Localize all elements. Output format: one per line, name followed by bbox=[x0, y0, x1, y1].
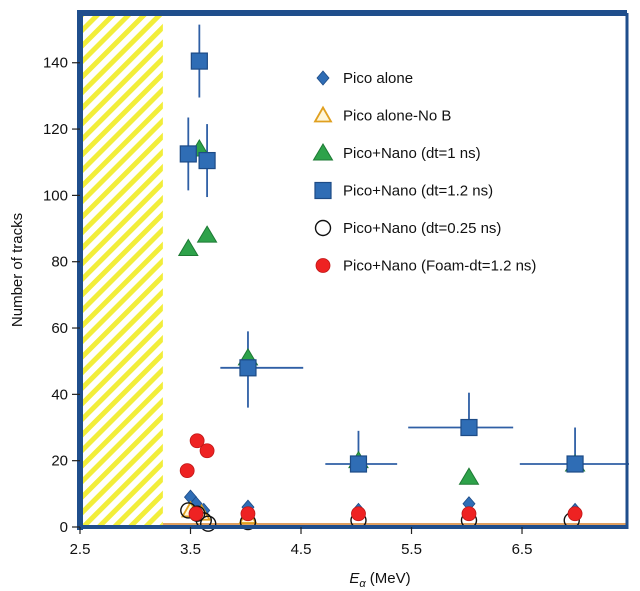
data-point-circle bbox=[199, 443, 215, 459]
legend-label: Pico+Nano (dt=1 ns) bbox=[343, 145, 481, 162]
data-point-circle-open bbox=[199, 515, 217, 532]
legend-label: Pico alone bbox=[343, 70, 413, 87]
x-axis-label: Eα (MeV) bbox=[349, 570, 410, 590]
data-point-square bbox=[190, 52, 208, 70]
y-tick-label: 80 bbox=[51, 254, 68, 271]
legend-label: Pico+Nano (Foam-dt=1.2 ns) bbox=[343, 258, 536, 275]
data-point-square bbox=[349, 455, 368, 473]
x-tick-label: 3.5 bbox=[180, 541, 201, 558]
data-point-circle bbox=[351, 506, 366, 522]
x-tick-label: 2.5 bbox=[70, 541, 91, 558]
legend-marker-diamond bbox=[316, 70, 330, 86]
data-point-square bbox=[239, 359, 257, 377]
data-point-square bbox=[566, 455, 584, 473]
data-point-circle bbox=[188, 506, 204, 522]
data-point-circle bbox=[240, 506, 256, 522]
data-point-square bbox=[198, 151, 216, 170]
legend-marker-circle-open bbox=[314, 219, 332, 237]
y-tick-label: 120 bbox=[43, 121, 68, 138]
y-tick-label: 40 bbox=[51, 386, 68, 403]
y-tick-label: 140 bbox=[43, 55, 68, 72]
data-point-circle bbox=[461, 506, 477, 522]
data-point-triangle bbox=[458, 467, 480, 485]
y-tick-label: 100 bbox=[43, 187, 68, 204]
excluded-region-hatch bbox=[80, 13, 163, 527]
legend-marker-square bbox=[314, 181, 332, 200]
data-point-square bbox=[460, 418, 478, 437]
legend-label: Pico+Nano (dt=0.25 ns) bbox=[343, 220, 501, 237]
y-axis-label: Number of tracks bbox=[9, 213, 26, 327]
x-axis-label-subscript: α bbox=[359, 578, 366, 590]
data-point-triangle bbox=[177, 238, 199, 256]
x-tick-label: 5.5 bbox=[401, 541, 422, 558]
legend-marker-circle bbox=[315, 258, 331, 273]
data-point-circle bbox=[179, 463, 195, 479]
legend-marker-triangle bbox=[312, 143, 334, 161]
y-tick-label: 0 bbox=[60, 519, 68, 536]
x-axis-label-symbol: E bbox=[349, 570, 360, 587]
data-point-square bbox=[179, 145, 197, 163]
data-point-circle bbox=[189, 433, 205, 449]
x-tick-label: 6.5 bbox=[512, 541, 533, 558]
x-tick-label: 4.5 bbox=[291, 541, 312, 558]
data-point-triangle bbox=[196, 225, 218, 243]
legend-label: Pico alone-No B bbox=[343, 108, 451, 125]
data-point-circle bbox=[567, 506, 583, 522]
y-tick-label: 60 bbox=[51, 320, 68, 337]
legend-marker-triangle-open bbox=[313, 105, 333, 123]
x-axis-label-unit: (MeV) bbox=[366, 570, 411, 587]
y-tick-label: 20 bbox=[51, 453, 68, 470]
legend-label: Pico+Nano (dt=1.2 ns) bbox=[343, 183, 493, 200]
